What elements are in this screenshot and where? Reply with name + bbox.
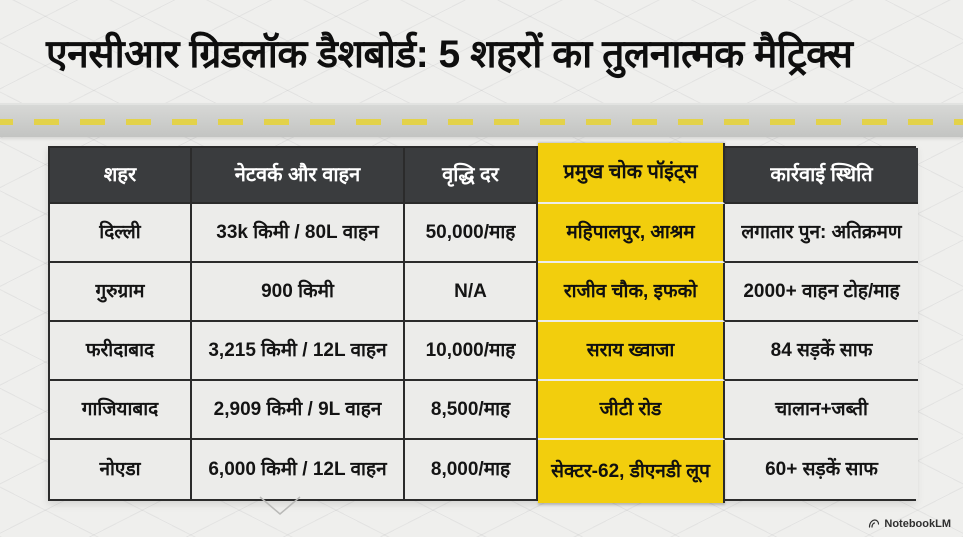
- col-header-network: नेटवर्क और वाहन: [192, 148, 405, 204]
- road-divider: [0, 103, 963, 137]
- watermark: NotebookLM: [868, 518, 951, 530]
- cell-noida-city: नोएडा: [50, 440, 192, 499]
- cell-ghaziabad-growth: 8,500/माह: [405, 381, 538, 440]
- cell-delhi-choke: महिपालपुर, आश्रम: [538, 204, 725, 263]
- watermark-label: NotebookLM: [884, 518, 951, 530]
- cell-faridabad-growth: 10,000/माह: [405, 322, 538, 381]
- comparison-table: शहर नेटवर्क और वाहन वृद्धि दर प्रमुख चोक…: [48, 143, 918, 503]
- cell-faridabad-action: 84 सड़कें साफ: [725, 322, 918, 381]
- cell-noida-choke: सेक्टर-62, डीएनडी लूप: [538, 440, 725, 503]
- col-header-action-status: कार्रवाई स्थिति: [725, 148, 918, 204]
- cell-faridabad-choke: सराय ख्वाजा: [538, 322, 725, 381]
- notebooklm-logo-icon: [869, 519, 880, 528]
- cell-ghaziabad-action: चालान+जब्ती: [725, 381, 918, 440]
- cell-delhi-growth: 50,000/माह: [405, 204, 538, 263]
- cell-delhi-action: लगातार पुन: अतिक्रमण: [725, 204, 918, 263]
- col-header-growth-rate: वृद्धि दर: [405, 148, 538, 204]
- col-header-choke-points: प्रमुख चोक पॉइंट्स: [538, 143, 725, 204]
- cell-gurugram-action: 2000+ वाहन टोह/माह: [725, 263, 918, 322]
- cell-faridabad-network: 3,215 किमी / 12L वाहन: [192, 322, 405, 381]
- cell-faridabad-city: फरीदाबाद: [50, 322, 192, 381]
- page-title: एनसीआर ग्रिडलॉक डैशबोर्ड: 5 शहरों का तुल…: [46, 33, 853, 76]
- cell-ghaziabad-choke: जीटी रोड: [538, 381, 725, 440]
- cell-noida-action: 60+ सड़कें साफ: [725, 440, 918, 499]
- cell-gurugram-city: गुरुग्राम: [50, 263, 192, 322]
- cell-gurugram-growth: N/A: [405, 263, 538, 322]
- cell-ghaziabad-network: 2,909 किमी / 9L वाहन: [192, 381, 405, 440]
- road-dashed-line: [0, 119, 963, 125]
- cell-ghaziabad-city: गाजियाबाद: [50, 381, 192, 440]
- cell-noida-growth: 8,000/माह: [405, 440, 538, 499]
- cell-noida-network: 6,000 किमी / 12L वाहन: [192, 440, 405, 499]
- chevron-down-icon: [259, 496, 301, 515]
- col-header-city: शहर: [50, 148, 192, 204]
- cell-gurugram-choke: राजीव चौक, इफको: [538, 263, 725, 322]
- cell-delhi-city: दिल्ली: [50, 204, 192, 263]
- cell-delhi-network: 33k किमी / 80L वाहन: [192, 204, 405, 263]
- cell-gurugram-network: 900 किमी: [192, 263, 405, 322]
